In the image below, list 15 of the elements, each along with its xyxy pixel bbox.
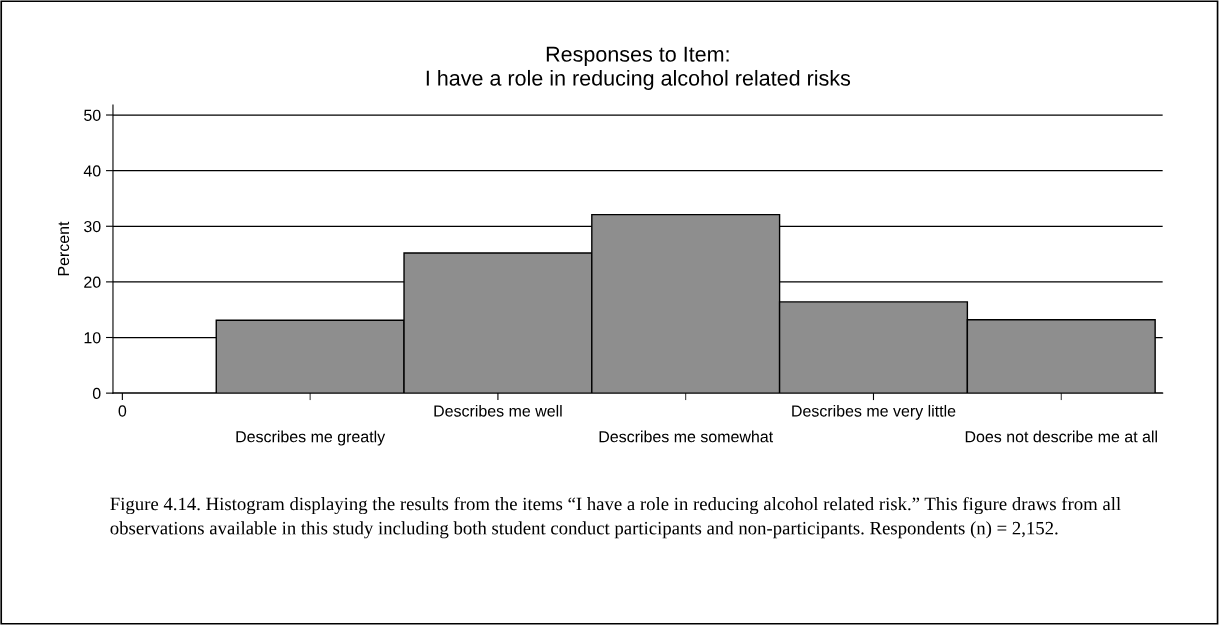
- y-tick-label: 20: [84, 276, 101, 288]
- caption: Figure 4.14. Histogram displaying the results from the items “I have a role in reducing alcohol related risk.” This figure draws from all observations available in this study including both student conduct participants and non-participants. Respondents (n) = 2,152.: [110, 496, 1121, 539]
- x-tick-label: 0: [118, 405, 127, 417]
- x-tick-label: Describes me well: [434, 404, 562, 417]
- x-tick-label: Describes me somewhat: [599, 430, 774, 443]
- chart-title: Responses to Item: I have a role in reducing alcohol related risks: [426, 46, 851, 91]
- y-axis-title: Percent: [57, 221, 70, 276]
- x-tick-label: Does not describe me at all: [965, 430, 1157, 443]
- x-tick-label: Describes me very little: [792, 404, 956, 420]
- y-tick-label: 30: [84, 220, 101, 233]
- y-tick-label: 10: [84, 332, 101, 344]
- x-tick-label: Describes me greatly: [236, 430, 386, 446]
- y-tick-label: 0: [92, 387, 101, 400]
- y-tick-label: 50: [84, 109, 101, 121]
- y-tick-label: 40: [83, 165, 101, 177]
